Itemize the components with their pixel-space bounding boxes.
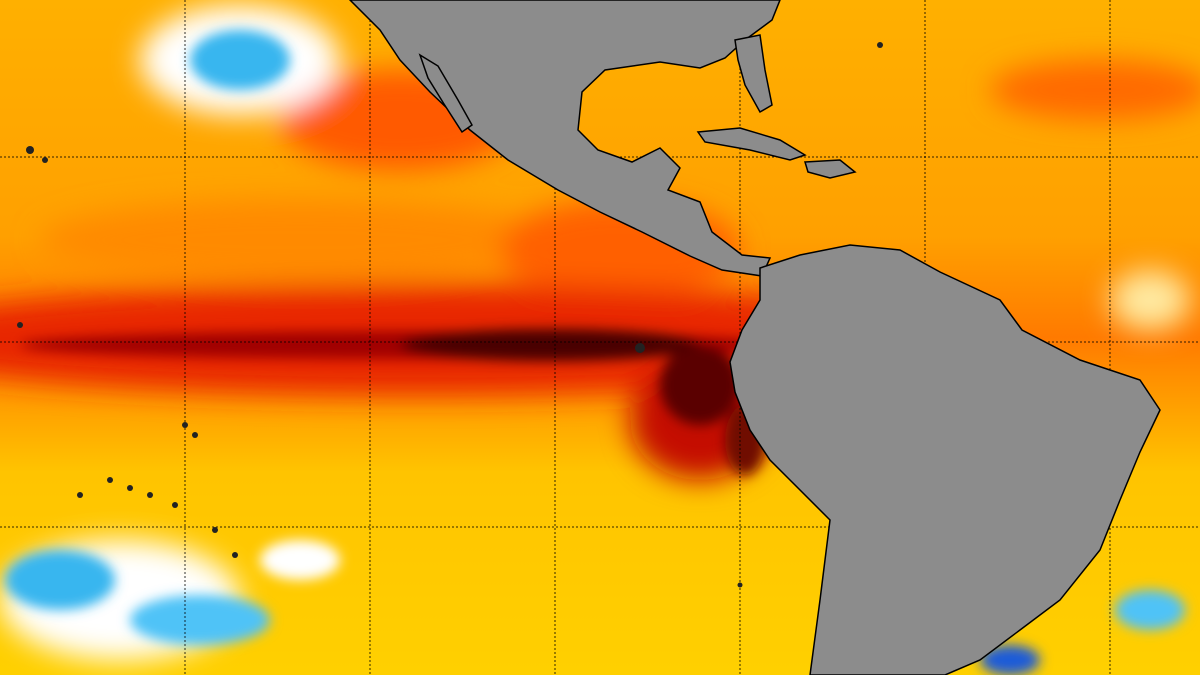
- warm-patch: [990, 60, 1200, 120]
- island: [877, 42, 883, 48]
- cold-patch: [5, 550, 115, 610]
- land: [348, 0, 1161, 675]
- island: [737, 582, 743, 588]
- equatorial-core: [400, 329, 700, 361]
- island: [182, 422, 188, 428]
- coastal-core: [660, 345, 740, 425]
- island: [212, 527, 218, 533]
- island: [107, 477, 113, 483]
- island: [26, 146, 34, 154]
- north-america: [348, 0, 781, 277]
- cuba: [696, 127, 807, 161]
- cool-patch: [260, 540, 340, 580]
- island: [172, 502, 178, 508]
- island: [232, 552, 238, 558]
- islands: [17, 42, 883, 588]
- island: [192, 432, 198, 438]
- anomaly-detail: [5, 30, 1185, 675]
- island: [42, 157, 48, 163]
- island: [17, 322, 23, 328]
- cold-patch: [1115, 590, 1185, 630]
- island: [77, 492, 83, 498]
- hispaniola: [804, 159, 857, 179]
- baja-california: [418, 53, 473, 134]
- island: [127, 485, 133, 491]
- island: [147, 492, 153, 498]
- cold-patch: [130, 595, 270, 645]
- cold-patch: [190, 30, 290, 90]
- florida: [734, 34, 773, 114]
- cold-patch: [980, 645, 1040, 675]
- cool-patch: [1110, 270, 1190, 330]
- island: [635, 343, 645, 353]
- south-america: [729, 244, 1161, 675]
- warm-patch: [40, 200, 560, 280]
